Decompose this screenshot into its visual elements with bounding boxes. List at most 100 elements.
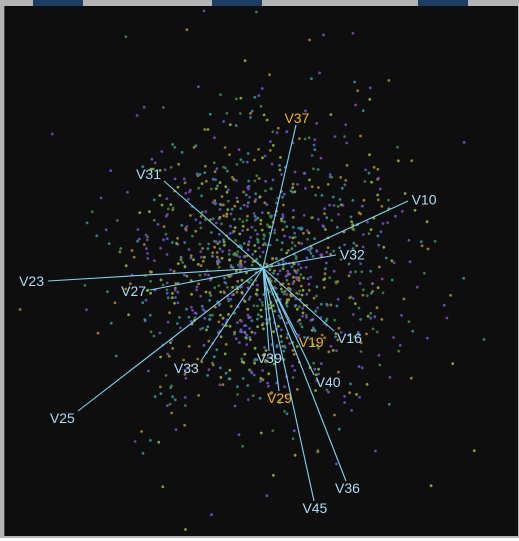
scatter-point bbox=[225, 212, 229, 216]
scatter-point bbox=[229, 264, 233, 267]
scatter-point bbox=[241, 160, 245, 164]
scatter-point bbox=[221, 323, 225, 326]
scatter-point bbox=[213, 286, 217, 290]
scatter-point bbox=[392, 336, 395, 339]
scatter-point bbox=[271, 304, 275, 307]
scatter-point bbox=[191, 309, 194, 312]
scatter-point bbox=[215, 255, 219, 259]
scatter-point bbox=[238, 244, 242, 248]
scatter-point bbox=[358, 395, 361, 399]
scatter-point bbox=[104, 228, 108, 232]
scatter-point bbox=[246, 248, 250, 252]
scatter-point bbox=[368, 86, 372, 90]
scatter-point bbox=[419, 240, 423, 244]
scatter-point bbox=[307, 231, 311, 235]
scatter-point bbox=[291, 364, 294, 368]
scatter-point bbox=[201, 308, 205, 311]
scatter-point bbox=[243, 352, 247, 356]
scatter-point bbox=[410, 159, 414, 163]
scatter-point bbox=[268, 290, 272, 294]
scatter-point bbox=[142, 105, 146, 109]
scatter-point bbox=[285, 251, 289, 255]
scatter-point bbox=[173, 301, 176, 305]
scatter-point bbox=[176, 290, 180, 294]
scatter-point bbox=[242, 255, 246, 259]
scatter-point bbox=[228, 249, 231, 252]
scatter-point bbox=[291, 182, 295, 186]
scatter-point bbox=[243, 59, 247, 63]
scatter-point bbox=[280, 241, 284, 245]
scatter-point bbox=[175, 242, 179, 245]
scatter-point bbox=[234, 97, 238, 101]
scatter-point bbox=[226, 297, 230, 301]
scatter-point bbox=[205, 328, 208, 332]
scatter-point bbox=[378, 363, 382, 367]
scatter-point bbox=[276, 272, 280, 276]
scatter-point bbox=[362, 288, 365, 292]
scatter-point bbox=[241, 224, 245, 228]
scatter-point bbox=[375, 330, 379, 334]
scatter-point bbox=[203, 255, 206, 259]
scatter-point bbox=[336, 338, 340, 342]
scatter-point bbox=[275, 201, 278, 205]
scatter-point bbox=[169, 165, 173, 169]
scatter-point bbox=[245, 333, 249, 337]
scatter-point bbox=[247, 187, 250, 191]
scatter-point bbox=[223, 352, 227, 356]
scatter-point bbox=[269, 392, 272, 396]
scatter-point bbox=[311, 343, 315, 346]
scatter-point bbox=[182, 358, 186, 362]
scatter-point bbox=[159, 385, 162, 389]
scatter-point bbox=[451, 362, 455, 366]
scatter-point bbox=[275, 238, 279, 242]
scatter-point bbox=[234, 239, 238, 242]
scatter-point bbox=[165, 237, 169, 241]
scatter-point bbox=[143, 318, 147, 321]
scatter-point bbox=[327, 350, 331, 354]
top-tab-2[interactable] bbox=[212, 0, 262, 6]
scatter-point bbox=[285, 293, 289, 296]
scatter-point bbox=[233, 330, 237, 334]
scatter-point bbox=[330, 219, 334, 222]
scatter-point bbox=[322, 33, 325, 37]
scatter-point bbox=[208, 313, 212, 317]
scatter-point bbox=[235, 179, 238, 183]
scatter-point bbox=[317, 186, 320, 189]
scatter-point bbox=[275, 257, 278, 261]
scatter-point bbox=[324, 319, 328, 323]
scatter-point bbox=[251, 394, 255, 397]
scatter-point bbox=[320, 253, 324, 257]
scatter-point bbox=[307, 288, 311, 292]
scatter-point bbox=[234, 124, 238, 127]
scatter-point bbox=[442, 303, 446, 307]
scatter-point bbox=[302, 172, 306, 175]
scatter-point bbox=[382, 245, 386, 249]
vector-label-v10: V10 bbox=[412, 191, 437, 207]
top-tab-1[interactable] bbox=[33, 0, 83, 6]
scatter-point bbox=[339, 331, 343, 334]
scatter-point bbox=[359, 134, 362, 138]
vector-line-v37 bbox=[262, 124, 297, 269]
scatter-point bbox=[221, 250, 225, 253]
scatter-point bbox=[241, 220, 245, 224]
scatter-point bbox=[229, 304, 233, 308]
scatter-point bbox=[194, 312, 198, 315]
scatter-point bbox=[217, 284, 221, 288]
scatter-point bbox=[331, 349, 335, 352]
scatter-point bbox=[343, 243, 346, 247]
scatter-point bbox=[248, 338, 252, 342]
scatter-point bbox=[263, 234, 266, 238]
top-tab-3[interactable] bbox=[418, 0, 468, 6]
scatter-point bbox=[283, 192, 286, 196]
scatter-point bbox=[166, 320, 170, 324]
scatter-point bbox=[221, 316, 225, 320]
scatter-point bbox=[149, 167, 153, 171]
scatter-point bbox=[296, 268, 300, 272]
scatter-point bbox=[352, 241, 356, 245]
scatter-point bbox=[337, 427, 341, 431]
scatter-point bbox=[294, 257, 298, 261]
scatter-point bbox=[290, 247, 294, 251]
scatter-point bbox=[319, 302, 323, 306]
scatter-point bbox=[313, 237, 316, 241]
scatter-point bbox=[347, 262, 351, 266]
